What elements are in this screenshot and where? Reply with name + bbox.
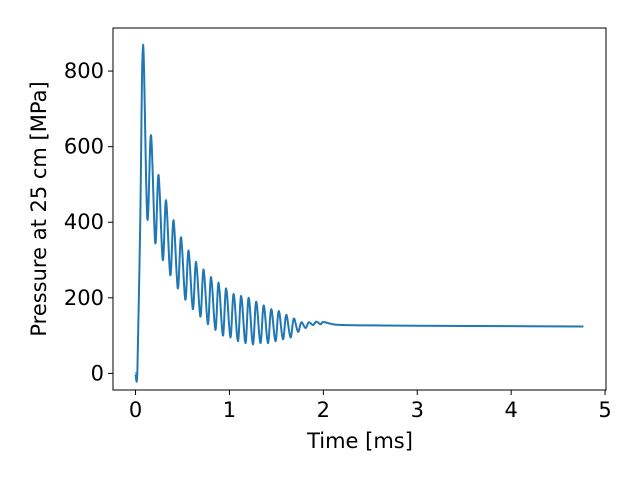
plot-frame — [112, 27, 607, 391]
x-tick-label: 4 — [504, 398, 517, 422]
y-tick-label: 0 — [91, 361, 104, 385]
y-tick-label: 400 — [64, 210, 104, 234]
x-tick-label: 2 — [317, 398, 330, 422]
y-tick-label: 600 — [64, 135, 104, 159]
y-tick-label: 200 — [64, 286, 104, 310]
x-tick-label: 1 — [223, 398, 236, 422]
x-axis-label: Time [ms] — [306, 429, 413, 453]
x-tick-label: 3 — [411, 398, 424, 422]
x-tick-label: 5 — [598, 398, 611, 422]
y-axis-label: Pressure at 25 cm [MPa] — [27, 81, 51, 336]
line — [134, 43, 584, 383]
y-tick-label: 800 — [64, 59, 104, 83]
x-tick-label: 0 — [129, 398, 142, 422]
